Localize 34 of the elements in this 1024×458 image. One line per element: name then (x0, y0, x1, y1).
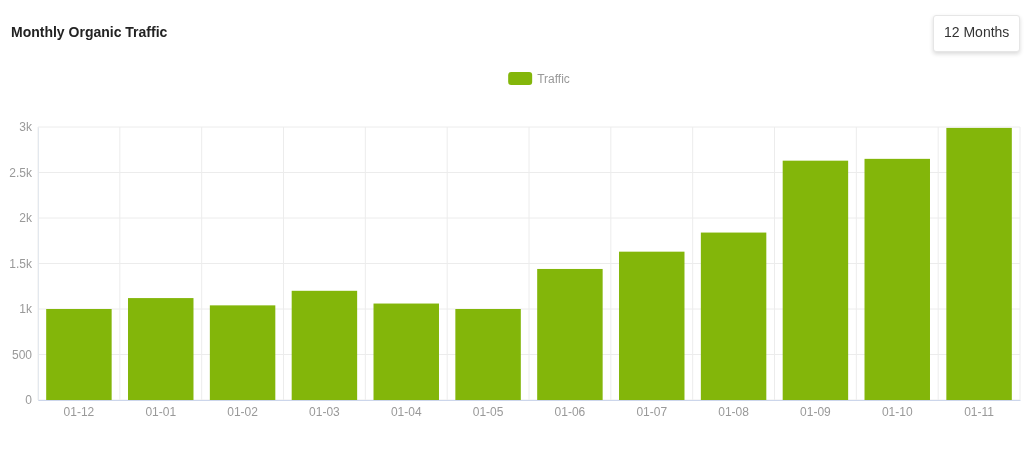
x-tick-label: 01-09 (800, 404, 832, 419)
y-tick-label: 0 (25, 393, 33, 408)
bar (291, 290, 358, 400)
x-tick-label: 01-12 (63, 404, 95, 419)
bar (700, 232, 767, 400)
chart-title: Monthly Organic Traffic (11, 24, 168, 40)
x-tick-label: 01-10 (881, 404, 913, 419)
x-tick-label: 01-03 (309, 404, 341, 419)
bar (128, 298, 194, 400)
bar (782, 160, 849, 400)
bar (46, 309, 112, 400)
bar (537, 268, 603, 400)
x-tick-label: 01-04 (390, 404, 422, 419)
x-tick-label: 01-08 (718, 404, 750, 419)
x-tick-label: 01-06 (554, 404, 586, 419)
bar (946, 127, 1012, 400)
x-tick-label: 01-05 (472, 404, 504, 419)
legend-label: Traffic (537, 72, 570, 86)
y-tick-label: 3k (19, 120, 33, 135)
y-tick-label: 500 (11, 347, 33, 362)
bar (373, 303, 439, 400)
bar (619, 251, 685, 400)
y-tick-label: 2k (19, 211, 33, 226)
y-tick-label: 2.5k (9, 165, 33, 180)
x-tick-label: 01-07 (636, 404, 668, 419)
bar (209, 305, 276, 400)
bar (864, 158, 930, 400)
y-tick-label: 1.5k (9, 256, 33, 271)
y-tick-label: 1k (19, 302, 33, 317)
x-tick-label: 01-01 (145, 404, 177, 419)
x-tick-label: 01-11 (964, 404, 995, 419)
text: 12 Months (944, 24, 1010, 40)
bar (455, 309, 521, 400)
x-tick-label: 01-02 (227, 404, 259, 419)
